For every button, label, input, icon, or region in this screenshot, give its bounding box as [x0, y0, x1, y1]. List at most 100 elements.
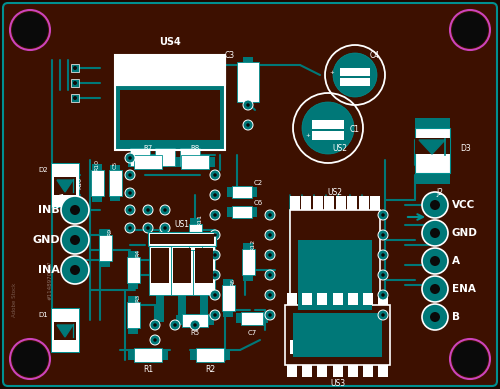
Circle shape: [128, 208, 132, 212]
Circle shape: [265, 230, 275, 240]
Text: R2: R2: [205, 366, 215, 375]
Circle shape: [70, 205, 80, 215]
Bar: [318, 293, 328, 305]
Bar: [71, 64, 79, 72]
Bar: [243, 57, 253, 62]
Bar: [223, 311, 233, 317]
Circle shape: [213, 173, 217, 177]
Circle shape: [452, 341, 488, 377]
Bar: [312, 131, 344, 140]
Circle shape: [378, 230, 388, 240]
Circle shape: [430, 200, 440, 210]
Text: GND: GND: [32, 235, 60, 245]
Text: R9: R9: [108, 228, 112, 236]
Circle shape: [382, 313, 385, 317]
Bar: [51, 308, 79, 352]
Text: US3: US3: [330, 378, 345, 387]
Bar: [227, 207, 232, 217]
Bar: [237, 62, 259, 102]
Text: R8: R8: [190, 145, 200, 151]
Circle shape: [333, 53, 377, 97]
Circle shape: [12, 341, 48, 377]
Text: J2: J2: [436, 187, 444, 196]
Bar: [120, 90, 220, 140]
Circle shape: [61, 226, 89, 254]
Circle shape: [422, 248, 448, 274]
Bar: [287, 365, 297, 377]
Circle shape: [146, 226, 150, 230]
Circle shape: [452, 12, 488, 48]
Bar: [236, 313, 241, 323]
Text: R10: R10: [78, 177, 82, 189]
Bar: [332, 293, 342, 305]
Circle shape: [143, 223, 153, 233]
Bar: [90, 170, 104, 196]
Text: C1: C1: [350, 126, 360, 135]
Bar: [243, 243, 253, 249]
Bar: [171, 235, 193, 295]
Bar: [92, 164, 102, 170]
Bar: [115, 55, 225, 150]
Text: C5: C5: [112, 161, 117, 169]
Circle shape: [150, 335, 160, 345]
Circle shape: [378, 270, 388, 280]
Circle shape: [160, 223, 170, 233]
Bar: [126, 257, 140, 283]
Bar: [313, 196, 323, 210]
Bar: [348, 293, 358, 305]
Bar: [252, 187, 257, 197]
Bar: [285, 305, 390, 365]
Text: ENA: ENA: [452, 284, 476, 294]
Bar: [200, 292, 208, 322]
Bar: [224, 350, 230, 360]
Circle shape: [302, 102, 354, 154]
Text: R12: R12: [250, 239, 256, 251]
Text: C4: C4: [370, 51, 380, 60]
Bar: [332, 365, 342, 377]
Bar: [98, 235, 112, 261]
Circle shape: [213, 293, 217, 297]
Circle shape: [268, 213, 272, 217]
Circle shape: [430, 312, 440, 322]
Bar: [232, 206, 252, 218]
Text: C5: C5: [114, 179, 119, 187]
Circle shape: [193, 323, 197, 327]
Circle shape: [265, 270, 275, 280]
Bar: [54, 177, 76, 195]
Bar: [128, 328, 138, 334]
Bar: [243, 102, 253, 107]
Circle shape: [73, 96, 77, 100]
Bar: [178, 292, 186, 322]
Bar: [313, 340, 323, 354]
Circle shape: [265, 210, 275, 220]
Bar: [54, 344, 76, 352]
Text: US2: US2: [328, 187, 342, 196]
Bar: [378, 293, 388, 305]
Circle shape: [378, 250, 388, 260]
Text: R7: R7: [144, 145, 152, 151]
Circle shape: [143, 205, 153, 215]
Bar: [340, 68, 370, 76]
Circle shape: [70, 235, 80, 245]
Bar: [100, 229, 110, 235]
Text: R6: R6: [230, 278, 235, 286]
Text: INA: INA: [38, 265, 60, 275]
Bar: [298, 240, 372, 310]
Circle shape: [268, 233, 272, 237]
Bar: [115, 55, 225, 150]
Bar: [324, 196, 334, 210]
Text: D3: D3: [460, 144, 471, 152]
Circle shape: [61, 256, 89, 284]
Circle shape: [378, 310, 388, 320]
Bar: [148, 232, 216, 246]
Circle shape: [128, 173, 132, 177]
Circle shape: [73, 66, 77, 70]
Circle shape: [213, 313, 217, 317]
Bar: [128, 283, 138, 289]
Circle shape: [190, 320, 200, 330]
Bar: [312, 120, 344, 129]
Bar: [287, 293, 297, 305]
Circle shape: [210, 170, 220, 180]
Bar: [134, 348, 162, 362]
Bar: [151, 248, 169, 283]
